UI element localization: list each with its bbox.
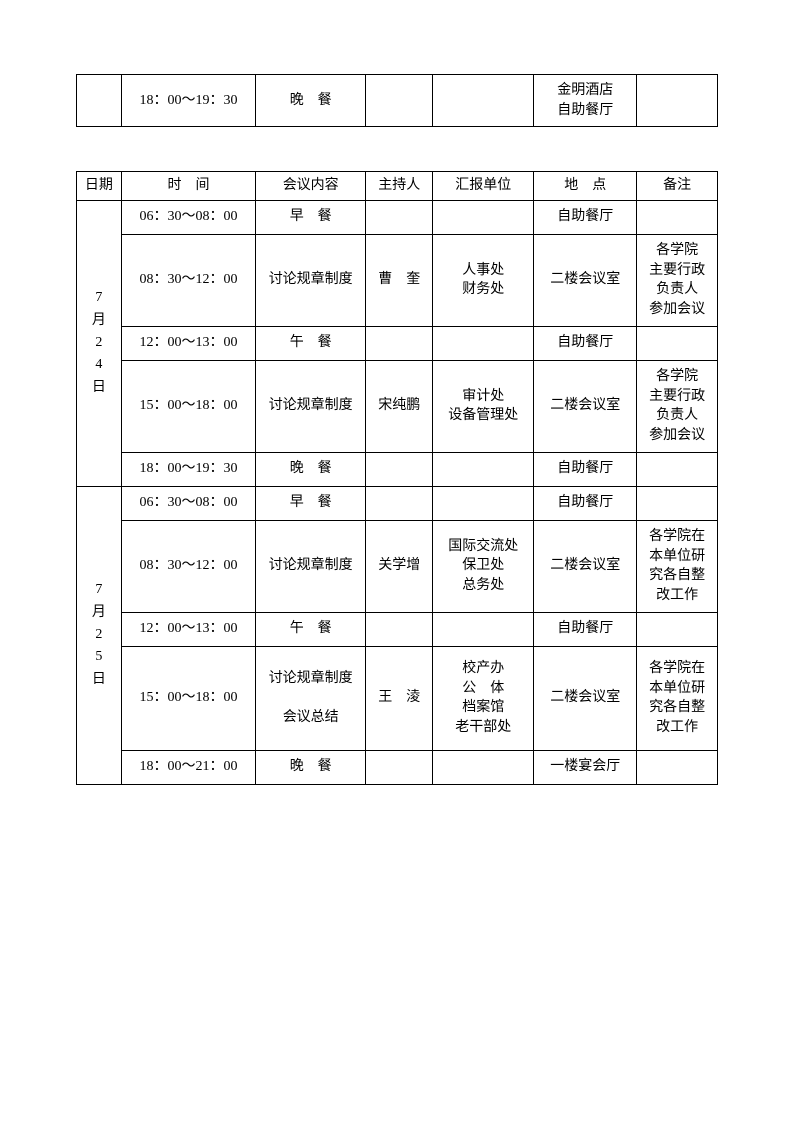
cell-unit xyxy=(433,750,534,784)
cell-host xyxy=(366,326,433,360)
cell-unit xyxy=(433,200,534,234)
table-row: 15：00～18：00讨论规章制度宋纯鹏审计处设备管理处二楼会议室各学院主要行政… xyxy=(77,360,718,452)
header-host: 主持人 xyxy=(366,172,433,201)
table-row: 7月24日06：30～08：00早 餐自助餐厅 xyxy=(77,200,718,234)
cell-place: 一楼宴会厅 xyxy=(534,750,637,784)
cell-host xyxy=(366,750,433,784)
cell-date xyxy=(77,75,122,127)
cell-host xyxy=(366,452,433,486)
cell-note xyxy=(637,750,718,784)
cell-note xyxy=(637,486,718,520)
table-row: 12：00～13：00午 餐 自助餐厅 xyxy=(77,612,718,646)
cell-content: 午 餐 xyxy=(256,326,366,360)
table-row: 18：00～19：30晚 餐 自助餐厅 xyxy=(77,452,718,486)
cell-unit: 校产办公 体档案馆老干部处 xyxy=(433,646,534,750)
cell-place: 自助餐厅 xyxy=(534,486,637,520)
cell-note xyxy=(637,452,718,486)
table-row: 12：00～13：00午 餐 自助餐厅 xyxy=(77,326,718,360)
table-row: 08：30～12：00讨论规章制度曹 奎人事处财务处二楼会议室各学院主要行政负责… xyxy=(77,234,718,326)
cell-note xyxy=(637,75,718,127)
cell-note: 各学院主要行政负责人参加会议 xyxy=(637,234,718,326)
cell-time: 15：00～18：00 xyxy=(121,360,255,452)
cell-time: 18：00～21：00 xyxy=(121,750,255,784)
cell-content: 晚 餐 xyxy=(256,750,366,784)
cell-unit xyxy=(433,486,534,520)
table-row: 15：00～18：00讨论规章制度会议总结王 淩校产办公 体档案馆老干部处二楼会… xyxy=(77,646,718,750)
cell-time: 08：30～12：00 xyxy=(121,234,255,326)
cell-time: 06：30～08：00 xyxy=(121,200,255,234)
header-content: 会议内容 xyxy=(256,172,366,201)
cell-place: 自助餐厅 xyxy=(534,326,637,360)
cell-host: 王 淩 xyxy=(366,646,433,750)
table-row: 7月25日06：30～08：00早 餐自助餐厅 xyxy=(77,486,718,520)
cell-note xyxy=(637,612,718,646)
cell-time: 12：00～13：00 xyxy=(121,612,255,646)
cell-place: 二楼会议室 xyxy=(534,234,637,326)
cell-host: 关学增 xyxy=(366,520,433,612)
cell-content: 讨论规章制度 xyxy=(256,360,366,452)
header-place: 地 点 xyxy=(534,172,637,201)
cell-host: 曹 奎 xyxy=(366,234,433,326)
table-header-row: 日期 时 间 会议内容 主持人 汇报单位 地 点 备注 xyxy=(77,172,718,201)
header-unit: 汇报单位 xyxy=(433,172,534,201)
cell-content: 讨论规章制度会议总结 xyxy=(256,646,366,750)
cell-unit xyxy=(433,75,534,127)
cell-note: 各学院在本单位研究各自整改工作 xyxy=(637,520,718,612)
cell-time: 06：30～08：00 xyxy=(121,486,255,520)
cell-time: 18：00～19：30 xyxy=(121,75,255,127)
cell-unit: 人事处财务处 xyxy=(433,234,534,326)
header-time: 时 间 xyxy=(121,172,255,201)
table-row: 18：00～19：30晚 餐 金明酒店自助餐厅 xyxy=(77,75,718,127)
cell-unit xyxy=(433,326,534,360)
cell-note xyxy=(637,326,718,360)
cell-time: 12：00～13：00 xyxy=(121,326,255,360)
cell-place: 自助餐厅 xyxy=(534,452,637,486)
cell-time: 18：00～19：30 xyxy=(121,452,255,486)
cell-unit xyxy=(433,452,534,486)
cell-place: 自助餐厅 xyxy=(534,612,637,646)
cell-host xyxy=(366,200,433,234)
cell-host: 宋纯鹏 xyxy=(366,360,433,452)
cell-host xyxy=(366,612,433,646)
cell-place: 二楼会议室 xyxy=(534,360,637,452)
schedule-table-top: 18：00～19：30晚 餐 金明酒店自助餐厅 xyxy=(76,74,718,127)
cell-place: 二楼会议室 xyxy=(534,520,637,612)
table-gap xyxy=(76,127,718,171)
cell-host xyxy=(366,75,433,127)
cell-unit xyxy=(433,612,534,646)
table-row: 08：30～12：00讨论规章制度关学增国际交流处保卫处总务处二楼会议室各学院在… xyxy=(77,520,718,612)
header-date: 日期 xyxy=(77,172,122,201)
cell-place: 金明酒店自助餐厅 xyxy=(534,75,637,127)
schedule-table-main: 日期 时 间 会议内容 主持人 汇报单位 地 点 备注 7月24日06：30～0… xyxy=(76,171,718,785)
cell-host xyxy=(366,486,433,520)
cell-content: 讨论规章制度 xyxy=(256,234,366,326)
header-note: 备注 xyxy=(637,172,718,201)
cell-date: 7月25日 xyxy=(77,486,122,784)
table-row: 18：00～21：00晚 餐 一楼宴会厅 xyxy=(77,750,718,784)
cell-unit: 国际交流处保卫处总务处 xyxy=(433,520,534,612)
cell-time: 08：30～12：00 xyxy=(121,520,255,612)
cell-content: 晚 餐 xyxy=(256,452,366,486)
cell-place: 二楼会议室 xyxy=(534,646,637,750)
cell-content: 早 餐 xyxy=(256,200,366,234)
cell-content: 讨论规章制度 xyxy=(256,520,366,612)
cell-note xyxy=(637,200,718,234)
cell-content: 午 餐 xyxy=(256,612,366,646)
cell-unit: 审计处设备管理处 xyxy=(433,360,534,452)
cell-note: 各学院在本单位研究各自整改工作 xyxy=(637,646,718,750)
cell-date: 7月24日 xyxy=(77,200,122,486)
cell-time: 15：00～18：00 xyxy=(121,646,255,750)
cell-content: 晚 餐 xyxy=(256,75,366,127)
cell-content: 早 餐 xyxy=(256,486,366,520)
cell-note: 各学院主要行政负责人参加会议 xyxy=(637,360,718,452)
cell-place: 自助餐厅 xyxy=(534,200,637,234)
